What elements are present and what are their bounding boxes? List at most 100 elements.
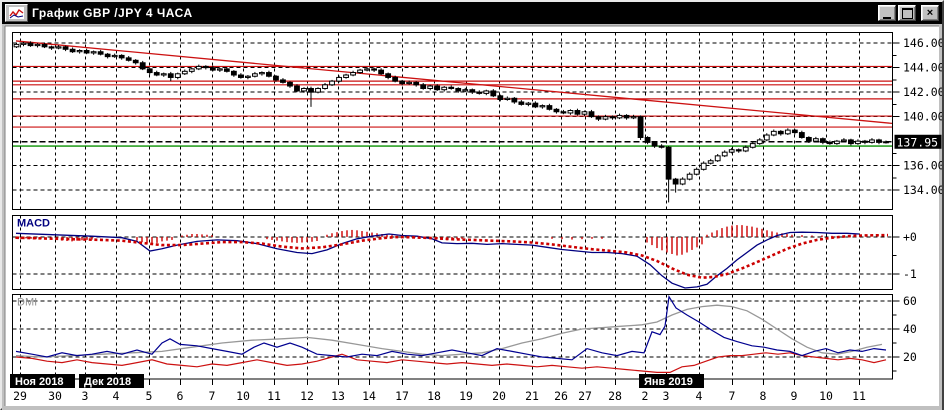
month-badge-label: Янв 2019 (644, 376, 693, 388)
candle (167, 73, 174, 78)
day-label: 21 (525, 389, 539, 403)
current-price-badge (894, 134, 942, 149)
candle (581, 111, 588, 115)
month-badge (639, 374, 704, 388)
window-title: График GBP /JPY 4 ЧАСА (32, 6, 193, 20)
candle (69, 48, 76, 53)
candle (756, 139, 763, 145)
chart-app-icon (5, 4, 28, 22)
candle (602, 116, 609, 120)
candle (223, 68, 230, 72)
candle (749, 143, 756, 148)
candle (209, 67, 216, 71)
candle (869, 139, 875, 143)
main-panel-border (12, 32, 893, 210)
candle (195, 65, 202, 70)
candle (104, 53, 111, 58)
candle (329, 80, 335, 86)
candle (876, 139, 882, 143)
candle (315, 87, 321, 93)
plus-di-line (15, 294, 887, 361)
day-label: 28 (608, 389, 622, 403)
candle (62, 46, 69, 50)
macd-signal-line (15, 233, 889, 280)
candle (686, 173, 693, 180)
candle (343, 74, 349, 78)
candlesticks (13, 41, 889, 203)
candle (322, 84, 328, 89)
candle (616, 114, 623, 119)
candle (791, 129, 798, 134)
candle (504, 97, 511, 101)
day-label: 6 (177, 389, 184, 403)
candle (48, 46, 55, 49)
candle (883, 141, 889, 144)
maximize-button[interactable] (898, 5, 916, 21)
candle (693, 168, 700, 175)
candle (784, 129, 791, 135)
day-label: 26 (554, 389, 568, 403)
candle (294, 85, 300, 92)
day-label: 18 (427, 389, 441, 403)
minus-di-line (15, 352, 887, 373)
candle (511, 97, 518, 103)
candle (378, 69, 385, 75)
descending-trendline (15, 40, 893, 125)
candle (630, 116, 637, 119)
candle (357, 69, 363, 74)
day-label: 10 (236, 389, 250, 403)
day-label: 27 (578, 389, 592, 403)
candle (469, 89, 476, 93)
candle (532, 102, 539, 108)
candle (805, 136, 812, 142)
candle (623, 114, 630, 119)
candle (34, 43, 41, 47)
candle (574, 110, 581, 115)
month-badge-label: Дек 2018 (84, 376, 131, 388)
candle (280, 79, 286, 83)
day-label: 20 (492, 389, 506, 403)
candle (441, 86, 448, 91)
candle (118, 54, 125, 59)
day-label: 8 (760, 389, 767, 403)
candle (125, 57, 132, 61)
price-tick-label: 136.00 (903, 159, 942, 173)
close-button[interactable]: × (921, 5, 939, 21)
candle (798, 132, 805, 138)
gridlines (12, 32, 893, 379)
candle (525, 102, 532, 105)
candle (266, 72, 272, 77)
macd-line (15, 231, 860, 289)
candle (476, 91, 483, 94)
candle (336, 76, 342, 82)
candle (855, 140, 861, 145)
candle (455, 87, 462, 92)
day-label: 17 (395, 389, 409, 403)
candle (819, 138, 826, 143)
candle (763, 134, 770, 141)
macd-tick-label: +0 (903, 230, 917, 244)
candle (392, 76, 399, 82)
day-label: 4 (696, 389, 703, 403)
current-price-label: 137.95 (897, 135, 939, 149)
candle (301, 87, 307, 92)
candle (637, 116, 644, 138)
candle (539, 105, 546, 108)
candle (83, 50, 90, 54)
day-label: 29 (13, 389, 27, 403)
price-tick-label: 144.00 (903, 61, 942, 75)
candle (244, 75, 251, 78)
day-label: 11 (267, 389, 281, 403)
day-label: 3 (82, 389, 89, 403)
minimize-button[interactable] (878, 5, 896, 21)
candle (153, 72, 160, 76)
day-label: 10 (819, 389, 833, 403)
day-label: 5 (146, 389, 153, 403)
title-bar[interactable]: График GBP /JPY 4 ЧАСА × (2, 2, 942, 24)
candle (160, 73, 167, 76)
chart-canvas[interactable]: MACDDMI146.00144.00142.00140.00136.00134… (2, 24, 942, 410)
candle (735, 149, 742, 152)
candle (812, 138, 819, 142)
candle (252, 73, 258, 77)
chart-icon-glyph (9, 7, 24, 19)
